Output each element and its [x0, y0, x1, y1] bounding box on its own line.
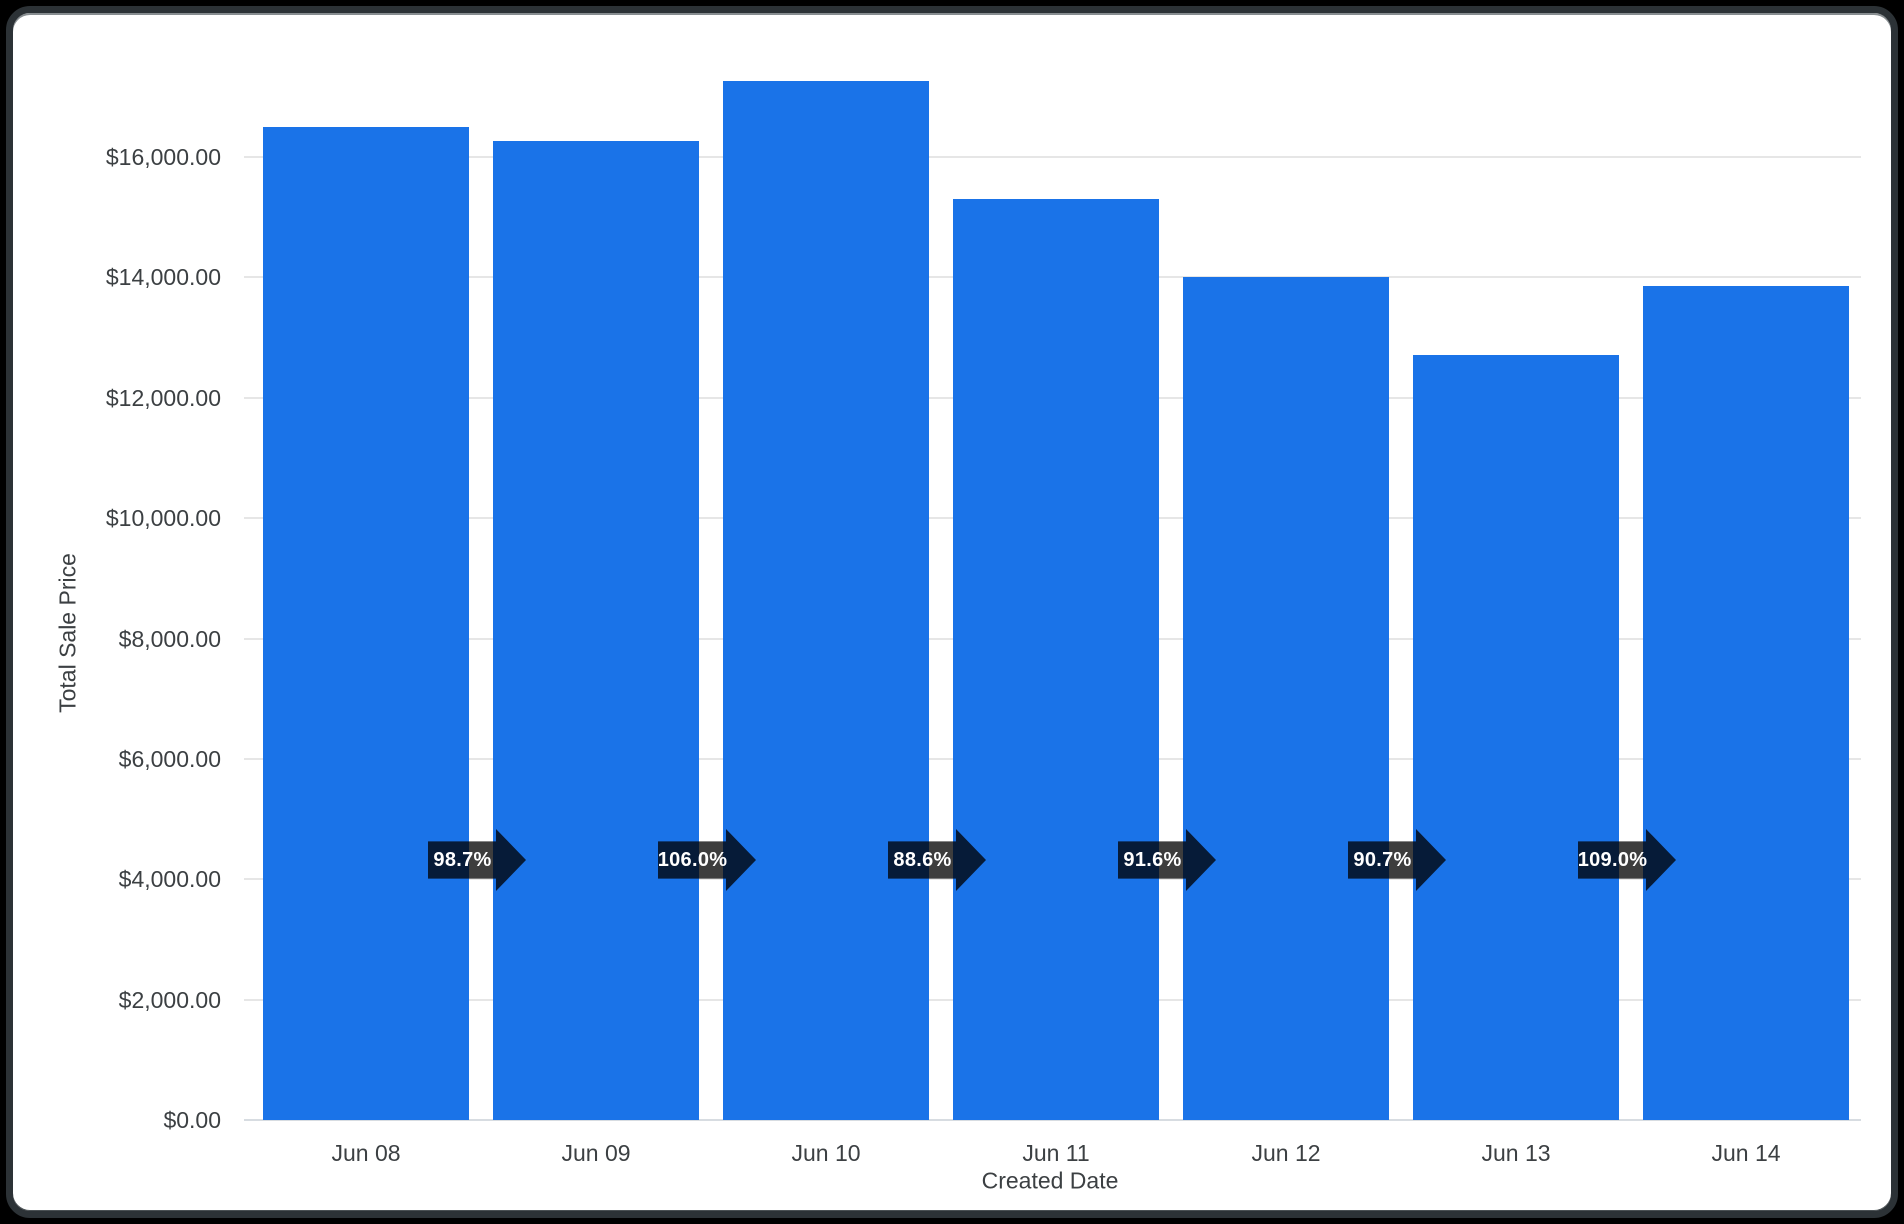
x-tick-label-jun-13: Jun 13 [1481, 1140, 1551, 1166]
pct-change-label: 90.7% [1353, 848, 1412, 871]
x-tick-label-jun-10: Jun 10 [791, 1140, 861, 1166]
x-tick-label-jun-11: Jun 11 [1022, 1140, 1090, 1166]
gridline [244, 156, 1861, 158]
bar-jun-14[interactable] [1643, 285, 1849, 1120]
pct-change-label: 88.6% [893, 848, 952, 871]
bar-jun-08[interactable] [263, 126, 469, 1120]
y-tick-label: $12,000.00 [105, 384, 221, 411]
y-axis-title: Total Sale Price [54, 553, 81, 713]
x-tick-label-jun-12: Jun 12 [1251, 1140, 1321, 1166]
bar-jun-11[interactable] [953, 199, 1159, 1120]
x-axis-title: Created Date [981, 1167, 1119, 1194]
plot-area: $0.00 $2,000.00 $4,000.00 $6,000.00 $8,000.0… [13, 13, 1903, 1223]
pct-change-label: 106.0% [657, 848, 728, 871]
x-tick-label-jun-09: Jun 09 [561, 1140, 631, 1166]
y-tick-label: $14,000.00 [105, 264, 221, 291]
y-tick-label: $2,000.00 [118, 986, 221, 1013]
y-tick-label: $16,000.00 [105, 144, 221, 170]
y-tick-label: $10,000.00 [105, 505, 221, 532]
y-tick-label: $6,000.00 [118, 745, 221, 772]
x-axis-baseline [244, 1119, 1861, 1121]
bar-jun-12[interactable] [1183, 276, 1389, 1120]
pct-change-label: 91.6% [1123, 848, 1182, 871]
x-tick-label-jun-08: Jun 08 [331, 1140, 401, 1166]
y-tick-label: $8,000.00 [118, 625, 221, 652]
bar-jun-13[interactable] [1413, 355, 1619, 1120]
bar-jun-10[interactable] [723, 81, 929, 1120]
chart-card: $0.00 $2,000.00 $4,000.00 $6,000.00 $8,000.0… [6, 6, 1898, 1218]
bar-jun-09[interactable] [493, 140, 699, 1120]
pct-change-label: 109.0% [1577, 848, 1648, 871]
x-tick-label-jun-14: Jun 14 [1711, 1140, 1781, 1166]
pct-change-label: 98.7% [433, 848, 492, 871]
y-tick-label: $4,000.00 [118, 866, 221, 893]
y-tick-label: $0.00 [163, 1107, 221, 1133]
